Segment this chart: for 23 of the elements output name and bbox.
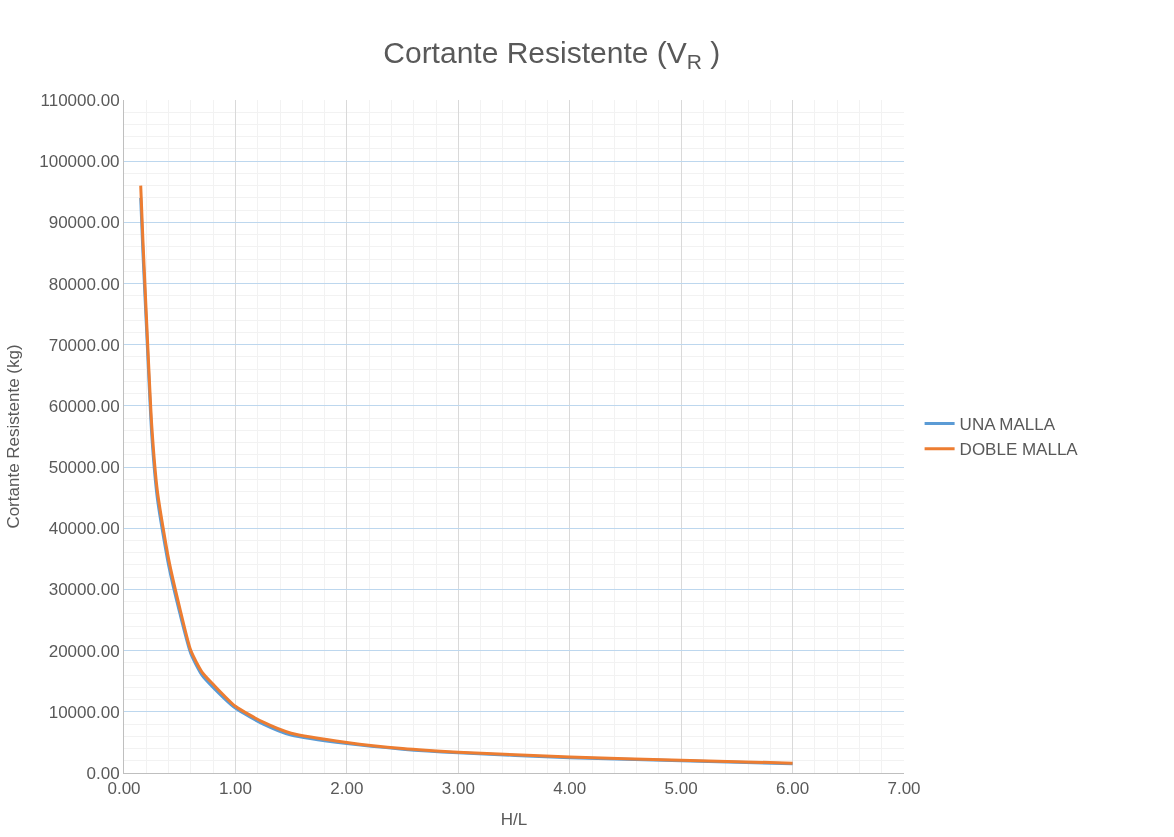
y-tick-label: 100000.00 xyxy=(39,152,120,172)
y-tick-label: 110000.00 xyxy=(40,90,120,110)
y-tick-label: 40000.00 xyxy=(48,519,120,539)
y-tick-label: 70000.00 xyxy=(48,335,120,355)
x-tick-label: 3.00 xyxy=(441,779,475,799)
x-tick-label: 6.00 xyxy=(776,779,810,799)
y-tick-label: 30000.00 xyxy=(48,580,120,600)
y-tick-label: 60000.00 xyxy=(48,396,120,416)
y-axis-title: Cortante Resistente (kg) xyxy=(3,344,23,529)
y-tick-label: 80000.00 xyxy=(48,274,120,294)
legend-label: UNA MALLA xyxy=(959,415,1056,435)
legend-label: DOBLE MALLA xyxy=(959,440,1079,460)
x-tick-label: 4.00 xyxy=(553,779,587,799)
x-tick-label: 5.00 xyxy=(664,779,698,799)
y-tick-label: 90000.00 xyxy=(48,213,120,233)
chart-title: Cortante Resistente (V$_{R}$ ) xyxy=(383,35,721,74)
y-tick-label: 10000.00 xyxy=(48,702,120,722)
x-axis-title: H/L xyxy=(500,809,528,829)
x-tick-label: 2.00 xyxy=(330,779,364,799)
x-tick-label: 1.00 xyxy=(218,779,252,799)
x-tick-label: 7.00 xyxy=(887,779,921,799)
y-tick-label: 20000.00 xyxy=(48,641,120,661)
y-tick-label: 50000.00 xyxy=(48,458,120,478)
